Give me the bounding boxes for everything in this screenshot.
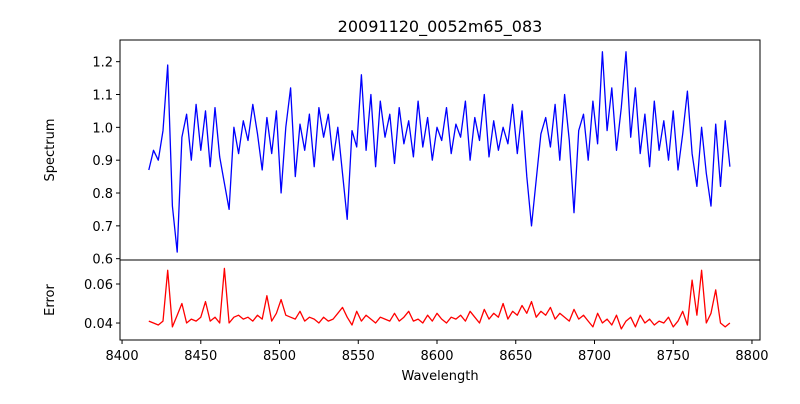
x-axis-label: Wavelength bbox=[401, 369, 478, 384]
error-axes-frame bbox=[119, 259, 761, 341]
y-tick-label: 0.9 bbox=[92, 154, 113, 169]
y-tick-label: 0.7 bbox=[92, 220, 113, 235]
y-tick-label: 0.6 bbox=[92, 253, 113, 268]
y-tick-label: 1.0 bbox=[92, 121, 113, 136]
y-tick-label: 0.8 bbox=[92, 187, 113, 202]
x-tick-label: 8500 bbox=[263, 349, 296, 364]
y-axis-label-spectrum: Spectrum bbox=[43, 119, 58, 182]
x-tick-label: 8700 bbox=[578, 349, 611, 364]
y-tick-label: 0.06 bbox=[84, 278, 113, 293]
x-tick-label: 8400 bbox=[106, 349, 139, 364]
spectrum-series-line bbox=[148, 51, 731, 253]
spectrum-axes-frame bbox=[119, 39, 761, 261]
x-tick-label: 8750 bbox=[657, 349, 690, 364]
y-tick-label: 1.1 bbox=[92, 89, 113, 104]
error-series-line bbox=[148, 267, 731, 330]
chart-title: 20091120_0052m65_083 bbox=[338, 17, 543, 37]
x-tick-label: 8600 bbox=[420, 349, 453, 364]
y-axis-label-error: Error bbox=[43, 284, 58, 316]
x-tick-label: 8450 bbox=[184, 349, 217, 364]
x-tick-label: 8650 bbox=[499, 349, 532, 364]
x-tick-label: 8800 bbox=[735, 349, 768, 364]
y-tick-label: 1.2 bbox=[92, 56, 113, 71]
x-tick-label: 8550 bbox=[342, 349, 375, 364]
y-tick-label: 0.04 bbox=[84, 317, 113, 332]
